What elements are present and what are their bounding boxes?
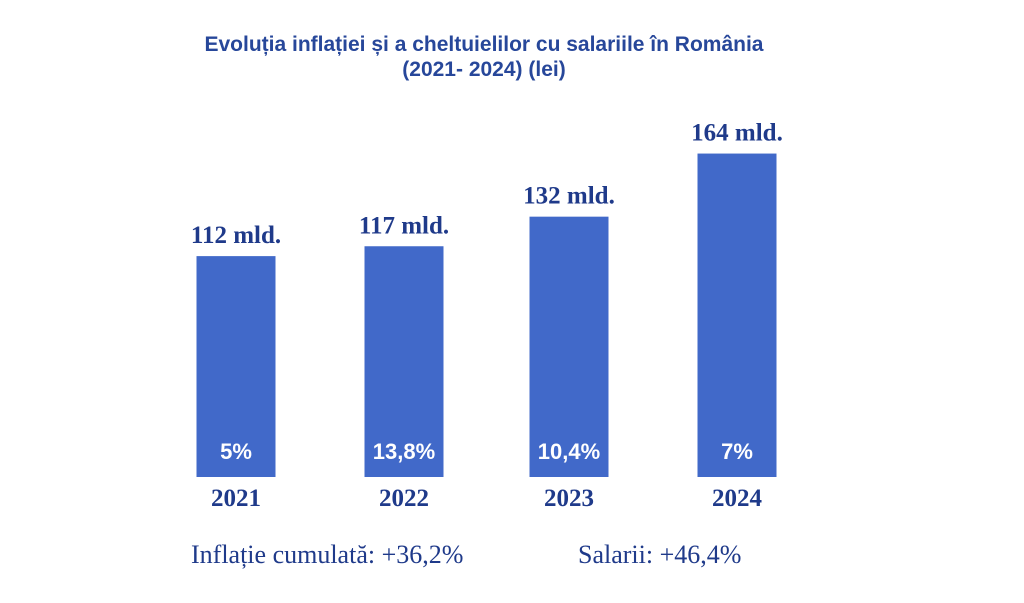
chart-title: Evoluția inflației și a cheltuielilor cu… <box>204 33 764 56</box>
value-label-2022: 117 mld. <box>359 212 449 239</box>
cumulative-inflation-text: Inflație cumulată: +36,2% <box>191 540 464 569</box>
bar-2024 <box>697 153 777 478</box>
value-label-2021: 112 mld. <box>191 222 281 249</box>
x-tick-label-2024: 2024 <box>712 485 763 512</box>
x-tick-label-2021: 2021 <box>211 485 261 512</box>
bar-2022 <box>364 246 444 477</box>
bar-2021 <box>196 256 276 477</box>
inflation-label-2022: 13,8% <box>373 439 435 464</box>
inflation-label-2023: 10,4% <box>538 439 600 464</box>
x-tick-label-2023: 2023 <box>544 485 594 512</box>
inflation-label-2024: 7% <box>721 439 753 464</box>
value-label-2024: 164 mld. <box>691 120 783 147</box>
inflation-label-2021: 5% <box>220 439 252 464</box>
x-tick-label-2022: 2022 <box>379 485 429 512</box>
chart-subtitle: (2021- 2024) (lei) <box>402 58 566 81</box>
bar-2023 <box>529 216 609 477</box>
salary-growth-text: Salarii: +46,4% <box>578 540 742 569</box>
value-label-2023: 132 mld. <box>523 183 615 210</box>
